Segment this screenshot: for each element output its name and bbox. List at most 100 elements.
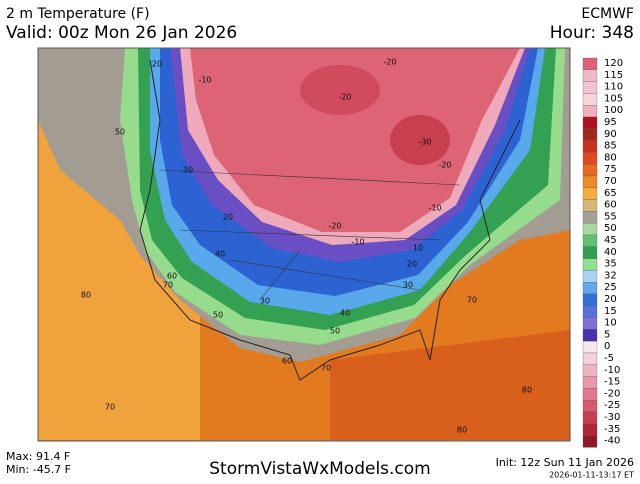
contour-label: -30 [418,138,431,147]
colorbar-swatch [582,223,598,236]
colorbar-swatch [582,246,598,259]
colorbar-swatch [582,234,598,247]
colorbar-swatch [582,270,598,283]
contour-label: -20 [338,93,351,102]
colorbar-label: 10 [604,318,617,329]
colorbar-label: -40 [604,436,620,447]
cold-core [390,115,450,165]
colorbar-label: -10 [604,365,620,376]
colorbar-label: 35 [604,259,617,270]
colorbar-swatch [582,116,598,129]
colorbar-label: 32 [604,270,617,281]
colorbar-label: 65 [604,188,617,199]
contour-label: 70 [105,403,115,412]
colorbar-label: 110 [604,82,623,93]
colorbar-label: -5 [604,353,614,364]
colorbar-label: 75 [604,164,617,175]
forecast-hour: Hour: 348 [550,23,634,43]
contour-label: 70 [467,296,477,305]
band-red [190,48,520,232]
colorbar-swatch [582,258,598,271]
colorbar-label: 5 [604,329,610,340]
contour-label: 50 [115,128,125,137]
contour-label: 30 [183,166,193,175]
colorbar-swatch [582,305,598,318]
colorbar-swatch [582,388,598,401]
title: 2 m Temperature (F) [6,6,150,22]
colorbar-swatch [582,423,598,436]
colorbar-swatch [582,105,598,118]
colorbar-label: 100 [604,105,623,116]
colorbar-swatch [582,211,598,224]
contour-label: -10 [428,204,441,213]
colorbar-label: 120 [604,58,623,69]
colorbar-label: 85 [604,141,617,152]
colorbar-label: 45 [604,235,617,246]
tropics [330,330,570,440]
colorbar-label: -25 [604,400,620,411]
colorbar-swatch [582,81,598,94]
map-frame [37,47,571,442]
contour-label: 80 [522,386,532,395]
contour-label: 80 [81,291,91,300]
coastline [139,59,521,381]
borders [159,169,461,301]
colorbar-swatch [582,128,598,141]
colorbar-swatch [582,329,598,342]
colorbar-swatch [582,411,598,424]
max-value: Max: 91.4 F [6,450,70,463]
colorbar-label: 25 [604,282,617,293]
init-time: Init: 12z Sun 11 Jan 2026 [496,456,634,469]
colorbar-swatch [582,376,598,389]
contour-label: 20 [152,60,162,69]
contour-label: 20 [407,260,417,269]
colorbar-swatch [582,352,598,365]
valid-time: Valid: 00z Mon 26 Jan 2026 [6,23,237,43]
contour-label: 30 [403,281,413,290]
colorbar-label: 95 [604,117,617,128]
colorbar-label: -15 [604,377,620,388]
colorbar-label: -30 [604,412,620,423]
contour-label: -20 [383,58,396,67]
colorbar-swatch [582,69,598,82]
colorbar-label: 70 [604,176,617,187]
colorbar-swatch [582,152,598,165]
contour-label: 70 [321,364,331,373]
colorbar-swatch [582,282,598,295]
colorbar-swatch [582,400,598,413]
contour-label: 40 [215,250,225,259]
contour-label: 20 [223,213,233,222]
site: StormVistaWxModels.com [209,459,431,479]
colorbar-swatch [582,341,598,354]
contour-label: 10 [413,244,423,253]
contour-label: 50 [213,311,223,320]
map: -20-20-10-30-20-10-20-101020302030405060… [38,48,570,441]
colorbar-swatch [582,140,598,153]
contour-label: 40 [340,309,350,318]
colorbar-label: 50 [604,223,617,234]
contour-label: 60 [167,272,177,281]
contour-label: -20 [328,222,341,231]
colorbar-label: 90 [604,129,617,140]
contour-label: 80 [457,426,467,435]
colorbar-swatch [582,199,598,212]
contour-label: -10 [198,76,211,85]
colorbar-label: 0 [604,341,610,352]
model: ECMWF [581,6,634,22]
colorbar-label: 105 [604,93,623,104]
contour-label: 70 [163,281,173,290]
colorbar-swatch [582,164,598,177]
colorbar-swatch [582,93,598,106]
colorbar-label: 20 [604,294,617,305]
colorbar-label: 115 [604,70,623,81]
colorbar-label: 60 [604,200,617,211]
colorbar-swatch [582,364,598,377]
colorbar-swatch [582,175,598,188]
colorbar-label: 55 [604,211,617,222]
colorbar-label: 15 [604,306,617,317]
colorbar-label: 40 [604,247,617,258]
timestamp: 2026-01-11-13:17 ET [549,471,634,480]
contour-label: 60 [282,357,292,366]
colorbar-swatch [582,435,598,448]
